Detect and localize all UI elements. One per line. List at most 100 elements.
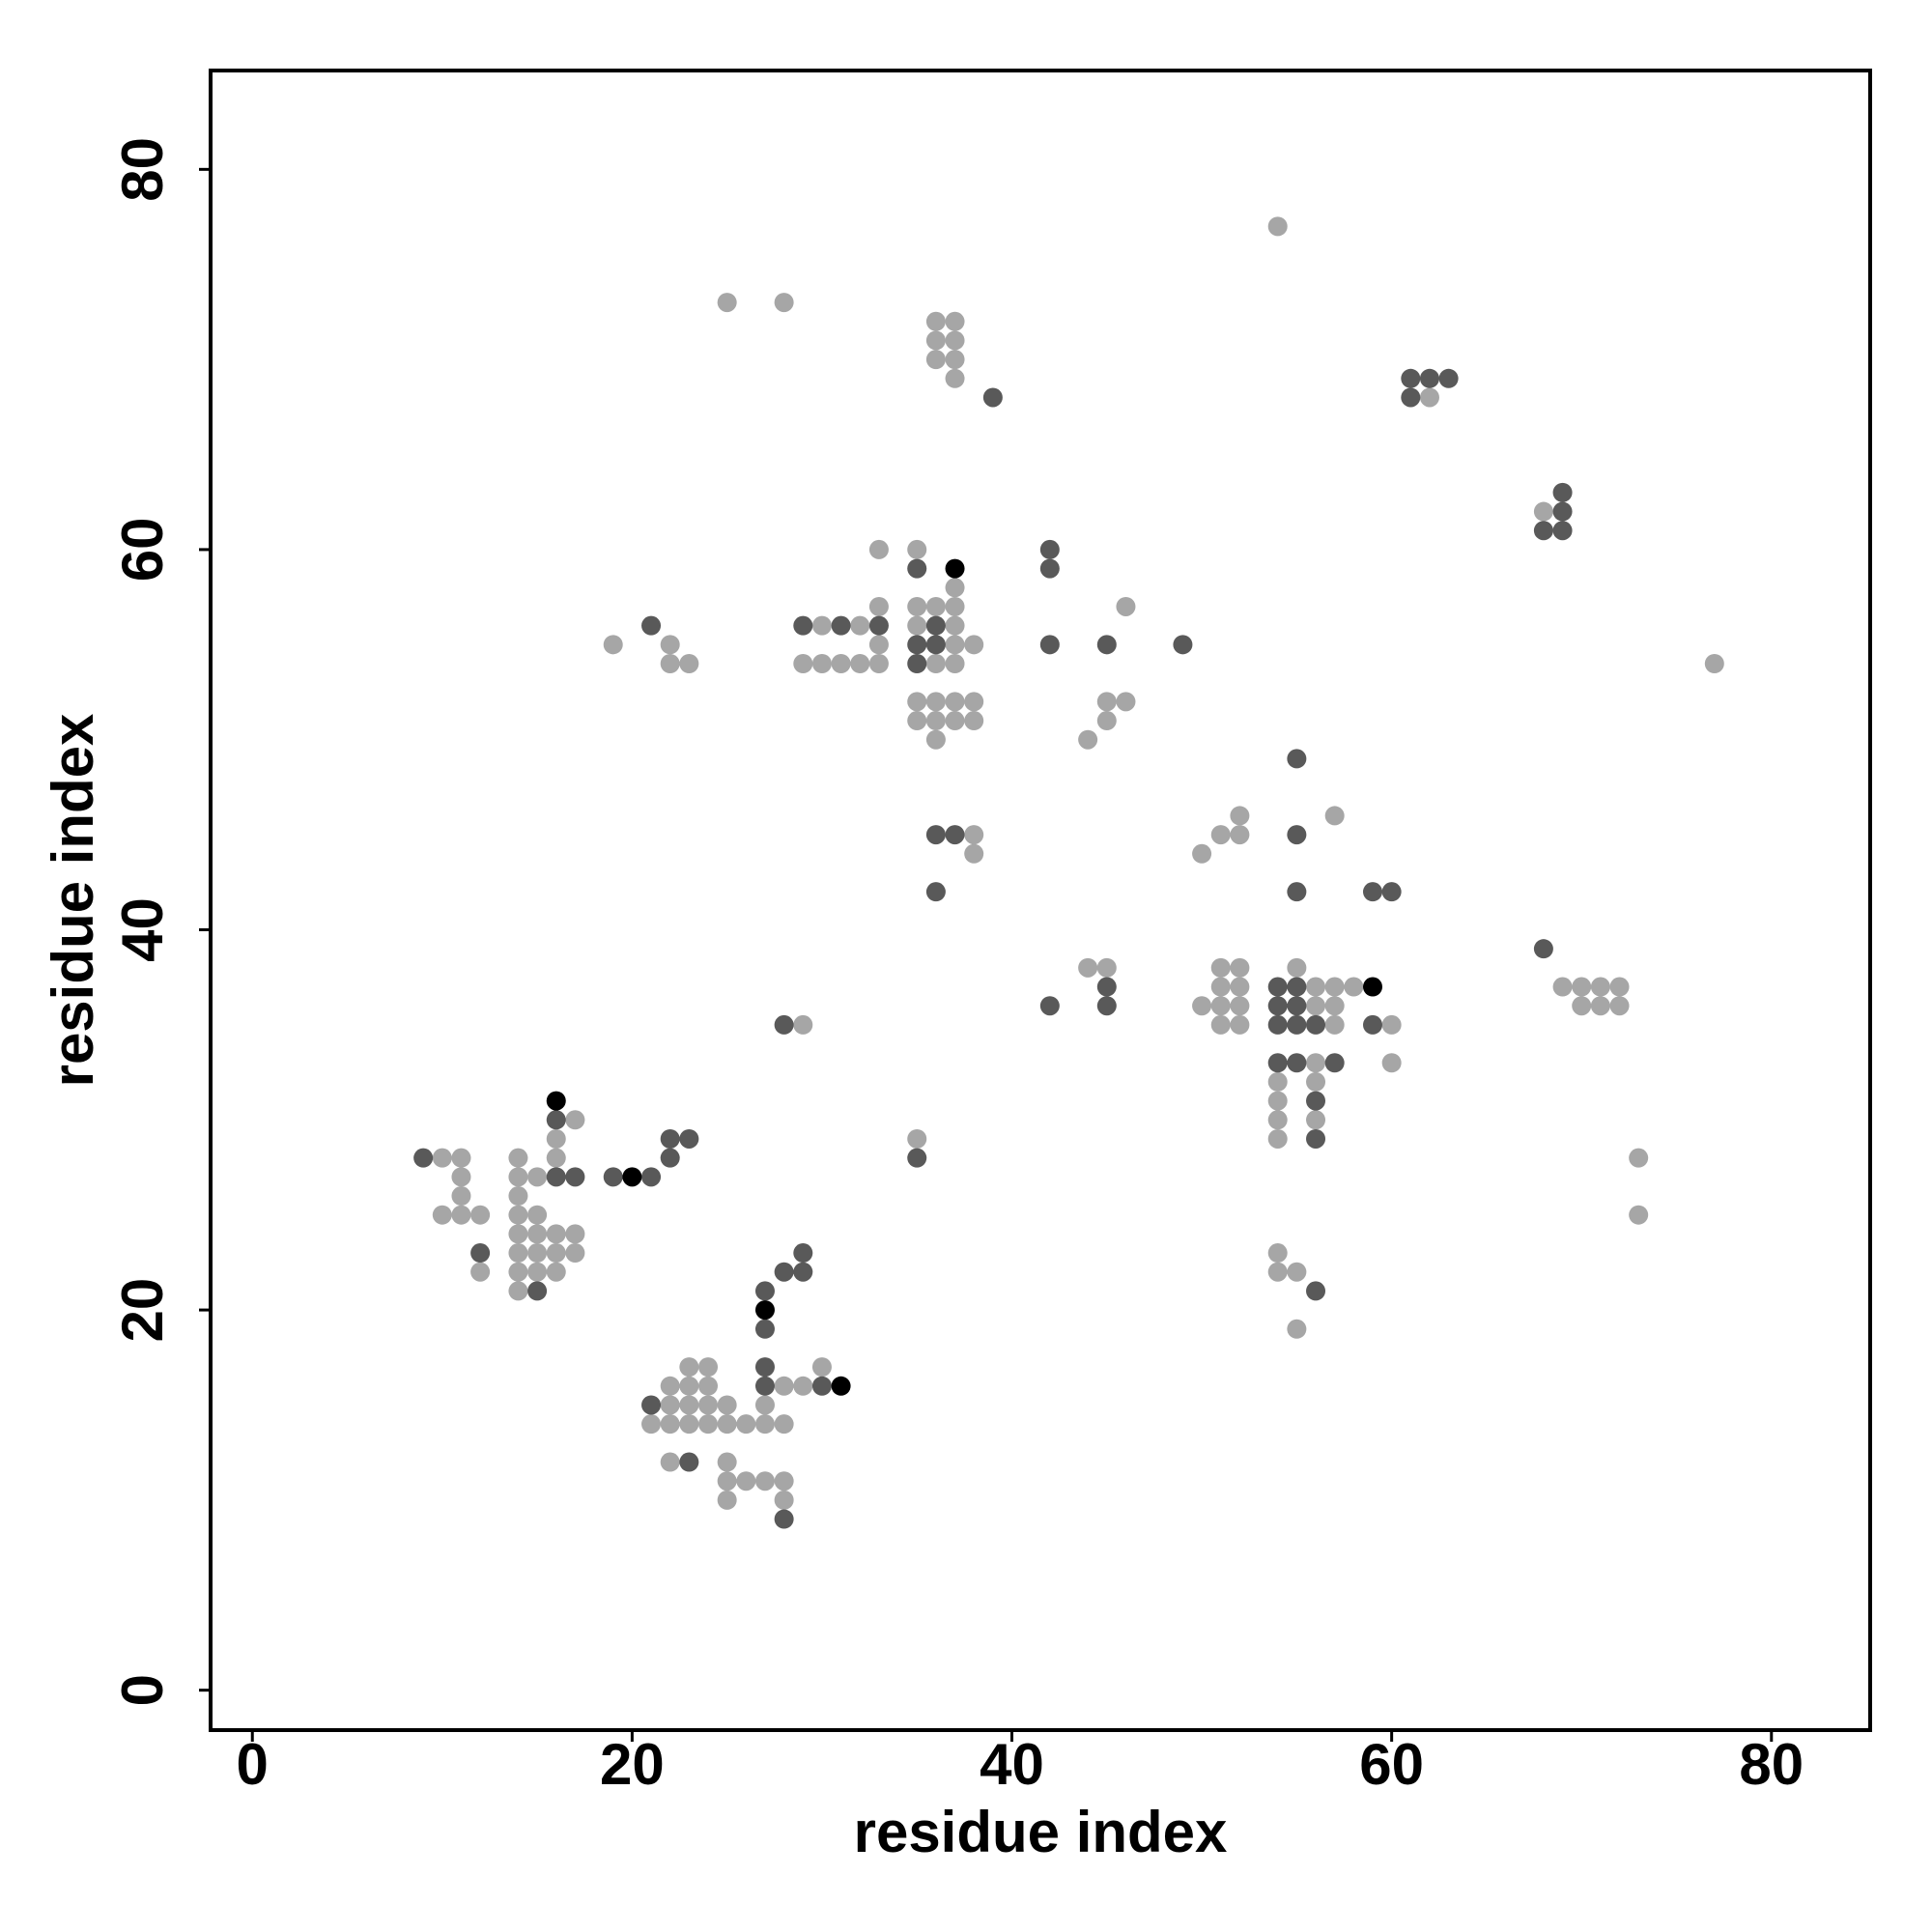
contact-point bbox=[925, 635, 946, 655]
contact-point bbox=[831, 615, 851, 636]
contact-point bbox=[754, 1414, 775, 1435]
contact-point bbox=[508, 1243, 528, 1264]
contact-point bbox=[774, 1414, 794, 1435]
contact-point bbox=[925, 653, 946, 673]
contact-point bbox=[793, 653, 813, 673]
contact-point bbox=[964, 711, 984, 731]
contact-point bbox=[1039, 539, 1060, 559]
contact-point bbox=[546, 1091, 566, 1111]
contact-point bbox=[565, 1110, 585, 1130]
contact-point bbox=[907, 539, 927, 559]
contact-point bbox=[945, 692, 965, 712]
contact-point bbox=[945, 825, 965, 845]
contact-point bbox=[546, 1110, 566, 1130]
contact-point bbox=[811, 615, 832, 636]
contact-point bbox=[660, 635, 680, 655]
contact-point bbox=[754, 1319, 775, 1339]
contact-point bbox=[451, 1205, 471, 1225]
contact-point bbox=[754, 1395, 775, 1415]
contact-point bbox=[527, 1167, 548, 1187]
contact-point bbox=[1230, 806, 1250, 826]
contact-point bbox=[698, 1357, 719, 1378]
contact-point bbox=[565, 1243, 585, 1264]
x-tick-label: 0 bbox=[237, 1732, 269, 1797]
contact-point bbox=[1287, 749, 1307, 769]
y-tick-label: 0 bbox=[110, 1674, 175, 1706]
contact-point bbox=[774, 1014, 794, 1035]
contact-point bbox=[432, 1148, 452, 1168]
contact-point bbox=[907, 711, 927, 731]
contact-point bbox=[907, 596, 927, 616]
contact-point bbox=[698, 1414, 719, 1435]
contact-point bbox=[1552, 482, 1573, 502]
contact-point bbox=[925, 596, 946, 616]
contact-point bbox=[641, 1167, 662, 1187]
contact-point bbox=[925, 330, 946, 351]
contact-point bbox=[679, 1128, 699, 1149]
contact-point bbox=[660, 1376, 680, 1396]
contact-point bbox=[717, 1452, 737, 1472]
contact-point bbox=[1230, 977, 1250, 997]
contact-point bbox=[850, 615, 870, 636]
contact-point bbox=[679, 1452, 699, 1472]
contact-point bbox=[964, 825, 984, 845]
contact-point bbox=[945, 350, 965, 370]
contact-point bbox=[925, 729, 946, 750]
contact-point bbox=[546, 1128, 566, 1149]
contact-point bbox=[925, 311, 946, 331]
contact-point bbox=[1230, 825, 1250, 845]
contact-point bbox=[850, 653, 870, 673]
contact-point bbox=[1267, 1014, 1288, 1035]
contact-point bbox=[1096, 977, 1117, 997]
contact-point bbox=[1267, 996, 1288, 1016]
contact-point bbox=[717, 1395, 737, 1415]
contact-point bbox=[1552, 977, 1573, 997]
contact-point bbox=[1078, 729, 1098, 750]
contact-point bbox=[1267, 1128, 1288, 1149]
contact-point bbox=[660, 1395, 680, 1415]
contact-point bbox=[774, 293, 794, 313]
contact-point bbox=[1572, 977, 1592, 997]
contact-point bbox=[774, 1490, 794, 1510]
contact-point bbox=[793, 1376, 813, 1396]
contact-point bbox=[925, 350, 946, 370]
contact-point bbox=[811, 1357, 832, 1378]
contact-point bbox=[1287, 1053, 1307, 1073]
contact-point bbox=[679, 1414, 699, 1435]
contact-point bbox=[1306, 996, 1326, 1016]
contact-point bbox=[1324, 1053, 1345, 1073]
contact-point bbox=[1306, 1071, 1326, 1092]
contact-point bbox=[945, 596, 965, 616]
contact-point bbox=[1230, 957, 1250, 978]
contact-point bbox=[717, 1414, 737, 1435]
contact-point bbox=[925, 711, 946, 731]
contact-point bbox=[925, 825, 946, 845]
contact-point bbox=[945, 311, 965, 331]
contact-point bbox=[451, 1167, 471, 1187]
plot-frame bbox=[209, 69, 1872, 1732]
contact-point bbox=[1096, 635, 1117, 655]
contact-point bbox=[1324, 996, 1345, 1016]
contact-point bbox=[774, 1509, 794, 1529]
contact-point bbox=[1381, 1014, 1402, 1035]
contact-point bbox=[546, 1243, 566, 1264]
contact-point bbox=[793, 615, 813, 636]
contact-point bbox=[432, 1205, 452, 1225]
contact-point bbox=[1230, 996, 1250, 1016]
contact-point bbox=[774, 1471, 794, 1492]
contact-point bbox=[1173, 635, 1193, 655]
contact-point bbox=[1267, 1110, 1288, 1130]
contact-point bbox=[1324, 977, 1345, 997]
contact-point bbox=[641, 1395, 662, 1415]
contact-point bbox=[527, 1243, 548, 1264]
contact-point bbox=[754, 1471, 775, 1492]
contact-point bbox=[925, 615, 946, 636]
contact-point bbox=[945, 330, 965, 351]
contact-point bbox=[1267, 977, 1288, 997]
contact-point bbox=[964, 692, 984, 712]
contact-point bbox=[413, 1148, 434, 1168]
contact-point bbox=[1116, 692, 1136, 712]
contact-point bbox=[1438, 368, 1459, 388]
x-tick-label: 20 bbox=[600, 1732, 665, 1797]
contact-point bbox=[1287, 977, 1307, 997]
